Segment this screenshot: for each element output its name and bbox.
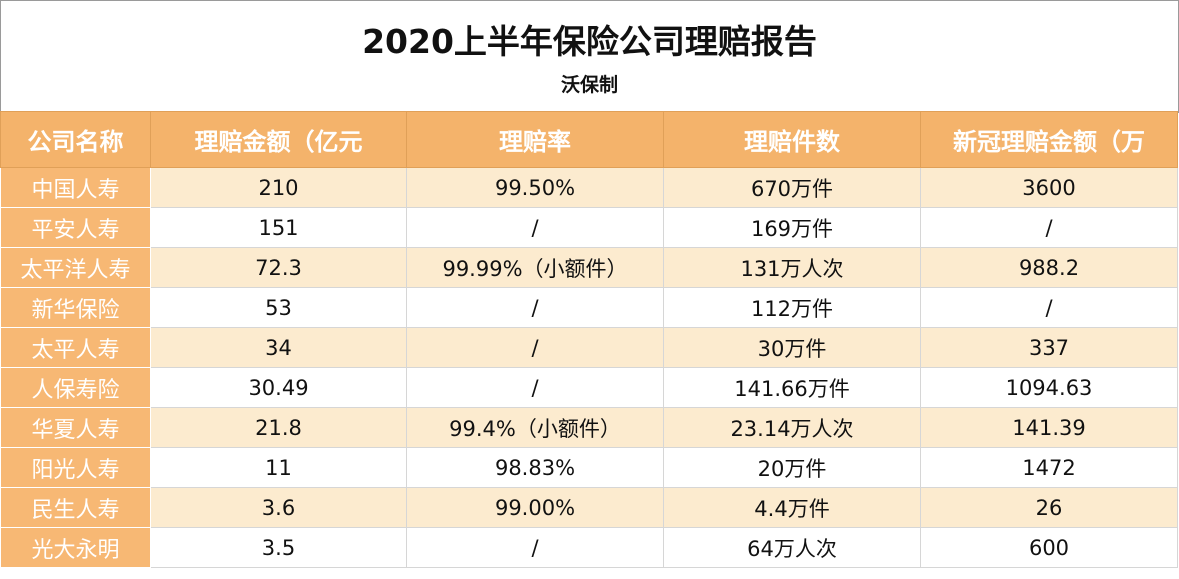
header-claim-rate: 理赔率	[406, 111, 664, 168]
company-cell: 阳光人寿	[0, 447, 151, 488]
header-claim-count: 理赔件数	[663, 111, 921, 168]
table-row: 华夏人寿 21.8 99.4%（小额件） 23.14万人次 141.39	[0, 407, 1178, 448]
table-row: 光大永明 3.5 / 64万人次 600	[0, 527, 1178, 568]
covid-amount-cell: 600	[920, 527, 1178, 568]
company-cell: 新华保险	[0, 287, 151, 328]
company-cell: 太平人寿	[0, 327, 151, 368]
claim-count-cell: 169万件	[663, 207, 921, 248]
report-title: 2020上半年保险公司理赔报告	[362, 22, 817, 61]
covid-amount-cell: 988.2	[920, 247, 1178, 288]
claim-amount-cell: 3.6	[150, 487, 407, 528]
covid-amount-cell: 1094.63	[920, 367, 1178, 408]
claim-rate-cell: /	[406, 327, 664, 368]
covid-amount-cell: 337	[920, 327, 1178, 368]
claim-amount-cell: 210	[150, 167, 407, 208]
claim-rate-cell: /	[406, 207, 664, 248]
claim-amount-cell: 53	[150, 287, 407, 328]
claim-count-cell: 141.66万件	[663, 367, 921, 408]
claim-amount-cell: 151	[150, 207, 407, 248]
claim-count-cell: 112万件	[663, 287, 921, 328]
claim-rate-cell: 99.50%	[406, 167, 664, 208]
table-row: 新华保险 53 / 112万件 /	[0, 287, 1178, 328]
claim-amount-cell: 3.5	[150, 527, 407, 568]
table-row: 人保寿险 30.49 / 141.66万件 1094.63	[0, 367, 1178, 408]
covid-amount-cell: 1472	[920, 447, 1178, 488]
claim-rate-cell: 99.4%（小额件）	[406, 407, 664, 448]
claim-count-cell: 4.4万件	[663, 487, 921, 528]
claim-amount-cell: 30.49	[150, 367, 407, 408]
claim-rate-cell: /	[406, 367, 664, 408]
covid-amount-cell: 3600	[920, 167, 1178, 208]
company-cell: 平安人寿	[0, 207, 151, 248]
table-row: 太平人寿 34 / 30万件 337	[0, 327, 1178, 368]
table-header-row: 公司名称 理赔金额（亿元 理赔率 理赔件数 新冠理赔金额（万	[0, 111, 1178, 168]
claim-count-cell: 131万人次	[663, 247, 921, 288]
table-row: 平安人寿 151 / 169万件 /	[0, 207, 1178, 248]
claim-amount-cell: 11	[150, 447, 407, 488]
claim-rate-cell: /	[406, 527, 664, 568]
table-row: 太平洋人寿 72.3 99.99%（小额件） 131万人次 988.2	[0, 247, 1178, 288]
claim-count-cell: 23.14万人次	[663, 407, 921, 448]
claim-rate-cell: 99.00%	[406, 487, 664, 528]
claims-table: 公司名称 理赔金额（亿元 理赔率 理赔件数 新冠理赔金额（万 中国人寿 210 …	[0, 111, 1178, 568]
report-header: 2020上半年保险公司理赔报告 沃保制	[0, 0, 1179, 113]
report-subtitle: 沃保制	[560, 74, 618, 96]
company-cell: 人保寿险	[0, 367, 151, 408]
claim-rate-cell: 98.83%	[406, 447, 664, 488]
covid-amount-cell: /	[920, 207, 1178, 248]
covid-amount-cell: 26	[920, 487, 1178, 528]
header-covid-amount: 新冠理赔金额（万	[920, 111, 1178, 168]
company-cell: 中国人寿	[0, 167, 151, 208]
claim-rate-cell: 99.99%（小额件）	[406, 247, 664, 288]
claim-amount-cell: 72.3	[150, 247, 407, 288]
covid-amount-cell: 141.39	[920, 407, 1178, 448]
claim-rate-cell: /	[406, 287, 664, 328]
claim-count-cell: 30万件	[663, 327, 921, 368]
header-claim-amount: 理赔金额（亿元	[150, 111, 407, 168]
company-cell: 太平洋人寿	[0, 247, 151, 288]
company-cell: 光大永明	[0, 527, 151, 568]
claim-amount-cell: 21.8	[150, 407, 407, 448]
claim-count-cell: 670万件	[663, 167, 921, 208]
claim-amount-cell: 34	[150, 327, 407, 368]
company-cell: 民生人寿	[0, 487, 151, 528]
company-cell: 华夏人寿	[0, 407, 151, 448]
header-company: 公司名称	[0, 111, 151, 168]
covid-amount-cell: /	[920, 287, 1178, 328]
table-row: 民生人寿 3.6 99.00% 4.4万件 26	[0, 487, 1178, 528]
claim-count-cell: 20万件	[663, 447, 921, 488]
table-row: 阳光人寿 11 98.83% 20万件 1472	[0, 447, 1178, 488]
claim-count-cell: 64万人次	[663, 527, 921, 568]
table-row: 中国人寿 210 99.50% 670万件 3600	[0, 167, 1178, 208]
